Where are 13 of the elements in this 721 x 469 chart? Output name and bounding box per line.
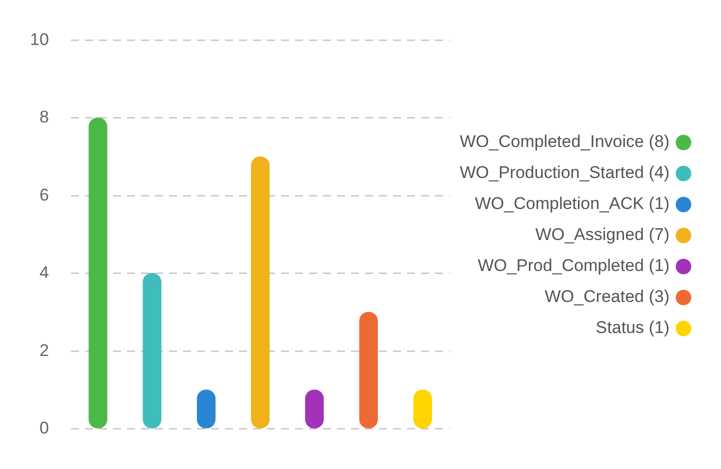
legend-label: WO_Created (3) — [544, 287, 670, 306]
legend-label: Status (1) — [596, 318, 670, 338]
legend-label: WO_Assigned (7) — [535, 225, 670, 244]
y-tick-label: 0 — [39, 418, 49, 438]
y-tick-label: 2 — [39, 340, 49, 360]
y-tick-label: 4 — [39, 263, 49, 282]
legend-label: WO_Production_Started (4) — [460, 163, 670, 182]
legend-label: WO_Completion_ACK (1) — [474, 194, 670, 214]
y-tick-label: 10 — [30, 30, 49, 49]
legend-label: WO_Completed_Invoice (8) — [460, 132, 670, 152]
legend-label: WO_Prod_Completed (1) — [478, 256, 670, 276]
y-tick-label: 8 — [39, 108, 49, 127]
y-tick-label: 6 — [39, 185, 49, 204]
